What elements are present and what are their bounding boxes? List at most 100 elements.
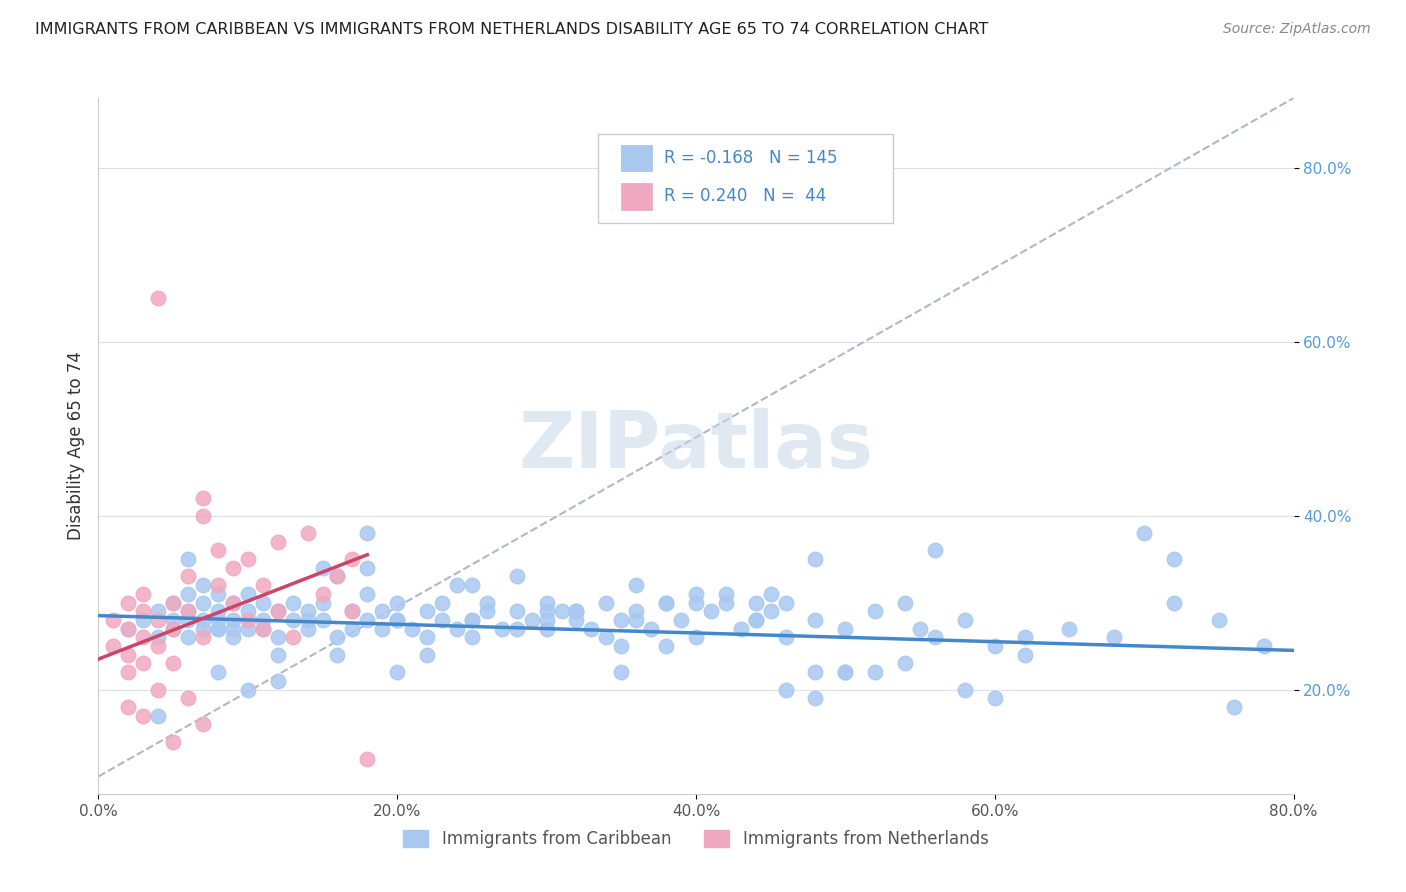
Point <box>342 604 364 618</box>
Point <box>1163 596 1185 610</box>
Point <box>730 622 752 636</box>
Point <box>311 596 333 610</box>
Point <box>162 613 184 627</box>
Point <box>191 622 214 636</box>
Point <box>834 665 856 680</box>
Point <box>191 508 214 523</box>
Point <box>714 596 737 610</box>
Legend: Immigrants from Caribbean, Immigrants from Netherlands: Immigrants from Caribbean, Immigrants fr… <box>396 823 995 855</box>
Point <box>865 665 887 680</box>
Point <box>162 657 184 671</box>
Point <box>461 613 484 627</box>
Point <box>191 578 214 592</box>
Point <box>132 708 155 723</box>
Point <box>267 630 290 644</box>
Point <box>207 543 229 558</box>
Point <box>177 691 200 706</box>
Point <box>908 622 931 636</box>
Point <box>326 648 349 662</box>
Point <box>371 604 394 618</box>
Point <box>117 665 139 680</box>
Point <box>610 639 633 653</box>
Point <box>207 622 229 636</box>
Point <box>252 578 274 592</box>
Point <box>834 622 856 636</box>
Point <box>536 613 558 627</box>
Point <box>865 604 887 618</box>
Point <box>311 587 333 601</box>
Point <box>207 613 229 627</box>
Point <box>222 630 245 644</box>
Point <box>311 613 333 627</box>
Point <box>759 587 782 601</box>
Point <box>252 622 274 636</box>
Point <box>177 552 200 566</box>
Point <box>626 604 648 618</box>
Point <box>385 665 409 680</box>
Point <box>252 622 274 636</box>
Point <box>222 561 245 575</box>
Point <box>222 622 245 636</box>
Point <box>162 622 184 636</box>
Point <box>132 630 155 644</box>
Point <box>1059 622 1081 636</box>
Point <box>506 569 529 583</box>
Point <box>132 657 155 671</box>
Point <box>1104 630 1126 644</box>
Point <box>267 534 290 549</box>
Point <box>461 613 484 627</box>
Point <box>984 639 1007 653</box>
Point <box>655 596 678 610</box>
Point <box>207 622 229 636</box>
Point <box>177 587 200 601</box>
Point <box>775 630 797 644</box>
Point <box>281 596 304 610</box>
Point <box>103 639 125 653</box>
Point <box>430 596 453 610</box>
Point <box>191 596 214 610</box>
Point <box>356 587 378 601</box>
Point <box>714 587 737 601</box>
Point <box>207 587 229 601</box>
Point <box>401 622 423 636</box>
Point <box>103 613 125 627</box>
Point <box>117 699 139 714</box>
Point <box>520 613 543 627</box>
Point <box>236 613 259 627</box>
Point <box>236 622 259 636</box>
Point <box>550 604 572 618</box>
Point <box>446 622 468 636</box>
Text: IMMIGRANTS FROM CARIBBEAN VS IMMIGRANTS FROM NETHERLANDS DISABILITY AGE 65 TO 74: IMMIGRANTS FROM CARIBBEAN VS IMMIGRANTS … <box>35 22 988 37</box>
Point <box>804 691 827 706</box>
Point <box>117 622 139 636</box>
Point <box>626 613 648 627</box>
Point <box>148 291 170 305</box>
Point <box>1163 552 1185 566</box>
Point <box>326 569 349 583</box>
Point <box>207 604 229 618</box>
Point <box>385 613 409 627</box>
Point <box>177 613 200 627</box>
Point <box>148 613 170 627</box>
Text: ZIPatlas: ZIPatlas <box>519 408 873 484</box>
Point <box>759 604 782 618</box>
Point <box>162 735 184 749</box>
Point <box>222 613 245 627</box>
Point <box>953 613 976 627</box>
Point <box>148 708 170 723</box>
Point <box>281 613 304 627</box>
Point <box>342 604 364 618</box>
Point <box>804 613 827 627</box>
Point <box>655 639 678 653</box>
Point <box>191 613 214 627</box>
Point <box>117 648 139 662</box>
Point <box>148 639 170 653</box>
Point <box>775 596 797 610</box>
Point <box>297 525 319 540</box>
Point <box>342 552 364 566</box>
Point <box>610 613 633 627</box>
Point <box>236 604 259 618</box>
Point <box>191 717 214 731</box>
Point <box>1014 648 1036 662</box>
Y-axis label: Disability Age 65 to 74: Disability Age 65 to 74 <box>66 351 84 541</box>
